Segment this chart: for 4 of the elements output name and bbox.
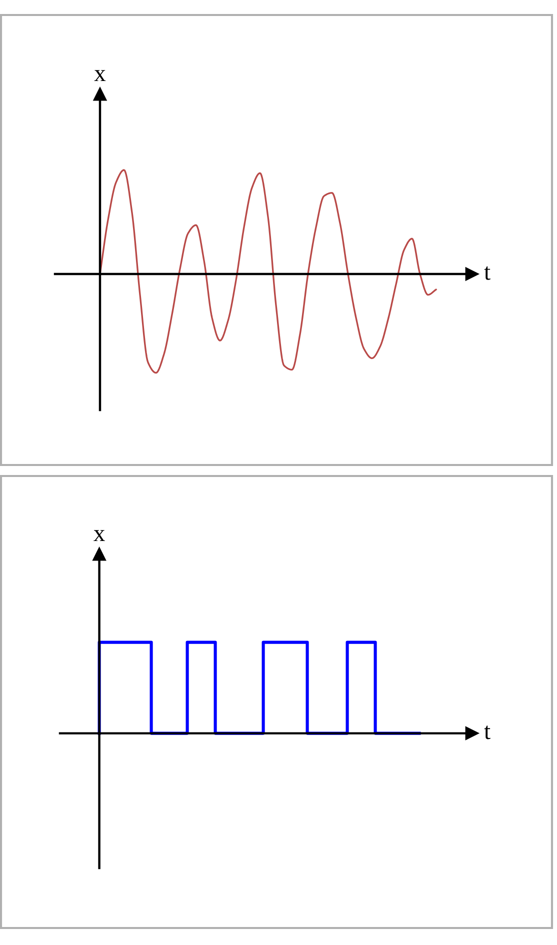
x-axis-title: t: [484, 726, 490, 740]
y-axis-title: x: [94, 530, 105, 541]
x-axis-title: t: [484, 266, 490, 280]
y-axis-title: x: [94, 70, 106, 81]
